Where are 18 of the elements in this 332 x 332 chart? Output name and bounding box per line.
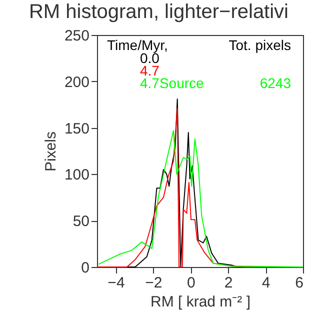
- y-axis-title: Pixels: [42, 131, 60, 172]
- y-tick-label: 150: [64, 120, 90, 138]
- x-tick-label: −2: [145, 274, 162, 292]
- y-tick-label: 50: [72, 213, 90, 230]
- legend-title: Time/Myr,: [107, 37, 168, 53]
- x-tick-label: 4: [262, 274, 270, 292]
- x-tick-label: −4: [108, 274, 125, 292]
- x-tick-label: 6: [295, 274, 304, 292]
- y-tick-label: 0: [81, 260, 90, 276]
- chart-title: RM histogram, lighter−relativi: [28, 1, 289, 23]
- y-tick-label: 250: [64, 28, 90, 44]
- x-tick-label: 2: [224, 274, 233, 292]
- x-tick-label: 0: [186, 274, 196, 292]
- x-axis-title: RM [ krad m⁻² ]: [150, 294, 251, 310]
- y-tick-label: 100: [64, 166, 90, 184]
- y-tick-label: 200: [64, 74, 90, 91]
- annotation: Tot. pixels: [228, 37, 291, 53]
- annotation: 6243: [260, 75, 292, 91]
